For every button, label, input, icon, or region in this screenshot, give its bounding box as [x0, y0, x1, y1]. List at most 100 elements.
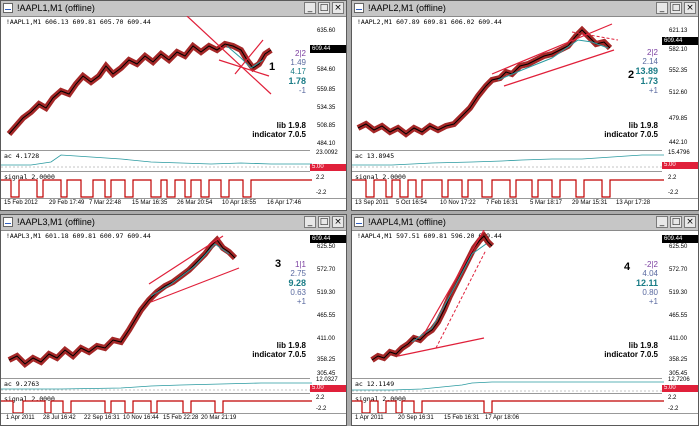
time-tick: 22 Sep 16:31 [84, 415, 120, 421]
ac-level-tag: 5.00 [310, 385, 346, 392]
price-band [370, 231, 495, 363]
time-tick: 13 Apr 17:28 [616, 200, 651, 206]
price-tick: 411.00 [669, 336, 687, 342]
time-tick: 15 Feb 2012 [4, 200, 38, 206]
ind-value: +1 [648, 297, 658, 306]
minimize-button[interactable]: _ [304, 216, 316, 228]
time-tick: 29 Mar 15:31 [572, 200, 608, 206]
lib-version: lib 1.9.8 [628, 341, 658, 350]
ac-scale-top: 12.0327 [316, 377, 338, 383]
price-tick: 519.30 [669, 290, 688, 296]
window-titlebar[interactable]: !AAPL4,M1 (offline) _ □ × [352, 215, 698, 231]
price-line [8, 239, 236, 365]
ind-value: 1.78 [288, 76, 306, 86]
trend-line [218, 59, 270, 77]
price-chart-4[interactable] [352, 230, 664, 378]
maximize-button[interactable]: □ [670, 2, 682, 14]
chart-window-4[interactable]: !AAPL4,M1 (offline) _ □ × !AAPL4,M1 597.… [351, 214, 699, 426]
price-line [357, 29, 611, 135]
chart-window-icon [3, 217, 13, 227]
signal-label: signal 2.0000 [4, 173, 55, 181]
ind-value: +1 [296, 297, 306, 306]
indicator-version: indicator 7.0.5 [252, 130, 306, 139]
price-chart-2[interactable] [352, 16, 664, 150]
window-titlebar[interactable]: !AAPL1,M1 (offline) _ □ × [1, 1, 346, 17]
price-tick: 625.50 [669, 244, 688, 250]
minimize-button[interactable]: _ [656, 216, 668, 228]
time-tick: 10 Nov 16:44 [123, 415, 159, 421]
signal-scale-top: 2.2 [668, 395, 677, 401]
time-tick: 5 Mar 18:17 [530, 200, 563, 206]
chart-window-2[interactable]: !AAPL2,M1 (offline) _ □ × !AAPL2,M1 607.… [351, 0, 699, 211]
signal-subwindow[interactable]: signal 2.0000 [1, 393, 312, 416]
maximize-button[interactable]: □ [318, 2, 330, 14]
ac-level-tag: 5.00 [662, 162, 698, 169]
signal-subwindow[interactable]: signal 2.0000 [1, 171, 312, 201]
window-titlebar[interactable]: !AAPL3,M1 (offline) _ □ × [1, 215, 346, 231]
price-tick: 572.70 [669, 267, 688, 273]
price-tick: 442.10 [669, 140, 688, 146]
time-tick: 29 Feb 17:49 [49, 200, 85, 206]
symbol-header: !AAPL4,M1 597.51 609.81 596.20 609.44 [357, 232, 502, 240]
time-tick: 16 Apr 17:46 [267, 200, 302, 206]
chart-window-icon [354, 3, 364, 13]
signal-scale-bottom: -2.2 [668, 190, 679, 196]
price-chart-3[interactable] [1, 230, 312, 378]
lib-version: lib 1.9.8 [628, 121, 658, 130]
chart-window-icon [3, 3, 13, 13]
price-tick: 305.45 [669, 371, 688, 377]
trend-line [150, 267, 240, 303]
panel-number-label: 3 [275, 258, 282, 270]
ac-subwindow[interactable]: ac 9.2763 [1, 378, 312, 393]
price-tick: 465.55 [317, 313, 336, 319]
price-tick: 358.25 [317, 357, 336, 363]
time-tick: 15 Feb 22:28 [163, 415, 199, 421]
close-button[interactable]: × [332, 2, 344, 14]
close-button[interactable]: × [332, 216, 344, 228]
bid-price-tag: 609.44 [310, 45, 346, 53]
time-axis: 13 Sep 2011 5 Oct 16:54 10 Nov 17:22 7 F… [352, 198, 698, 210]
ac-scale: 12.7206 [668, 377, 690, 383]
panel-number-label: 1 [269, 61, 276, 73]
ind-value: 12.11 [635, 278, 658, 288]
chart-window-3[interactable]: !AAPL3,M1 (offline) _ □ × !AAPL3,M1 601.… [0, 214, 347, 426]
indicator-values: 1|1 2.75 9.28 0.63 +1 [288, 260, 306, 306]
close-button[interactable]: × [684, 2, 696, 14]
time-tick: 15 Feb 16:31 [444, 415, 480, 421]
signal-label: signal 2.0000 [355, 173, 406, 181]
minimize-button[interactable]: _ [656, 2, 668, 14]
ac-scale: 15.4796 [668, 150, 690, 156]
maximize-button[interactable]: □ [318, 216, 330, 228]
price-tick: 358.25 [669, 357, 688, 363]
signal-subwindow[interactable]: signal 2.0000 [352, 171, 664, 201]
symbol-header: !AAPL3,M1 601.18 609.81 600.97 609.44 [6, 232, 151, 240]
window-title: !AAPL3,M1 (offline) [17, 217, 95, 227]
price-chart-1[interactable] [1, 16, 312, 150]
ac-label: ac 9.2763 [4, 380, 40, 388]
trend-line [435, 249, 487, 349]
time-tick: 7 Feb 16:31 [486, 200, 519, 206]
symbol-header: !AAPL1,M1 606.13 609.81 605.70 609.44 [6, 18, 151, 26]
ac-subwindow[interactable]: ac 4.1728 [1, 150, 312, 171]
signal-scale: 2.2 -2.2 [316, 175, 326, 196]
indicator-values: 2|2 1.49 4.17 1.78 -1 [288, 49, 306, 95]
close-button[interactable]: × [684, 216, 696, 228]
indicator-version: indicator 7.0.5 [604, 350, 658, 359]
ac-subwindow[interactable]: ac 12.1149 [352, 378, 664, 393]
signal-scale-bottom: -2.2 [316, 406, 327, 412]
trend-line [571, 31, 619, 41]
maximize-button[interactable]: □ [670, 216, 682, 228]
chart-window-1[interactable]: !AAPL1,M1 (offline) _ □ × !AAPL1,M1 606.… [0, 0, 347, 211]
ma-line [226, 45, 264, 69]
time-tick: 17 Apr 18:06 [485, 415, 520, 421]
minimize-button[interactable]: _ [304, 2, 316, 14]
ac-scale: 23.0092 [316, 150, 338, 156]
price-scale: 625.50 572.70 519.30 465.55 411.00 358.2… [665, 230, 698, 378]
ac-subwindow[interactable]: ac 13.8945 [352, 150, 664, 171]
signal-scale-bottom: -2.2 [316, 190, 327, 196]
window-titlebar[interactable]: !AAPL2,M1 (offline) _ □ × [352, 1, 698, 17]
time-tick: 26 Mar 20:54 [177, 200, 213, 206]
ac-scale: 12.0327 [316, 377, 338, 383]
chart-window-icon [354, 217, 364, 227]
ind-value: -1 [298, 86, 306, 95]
